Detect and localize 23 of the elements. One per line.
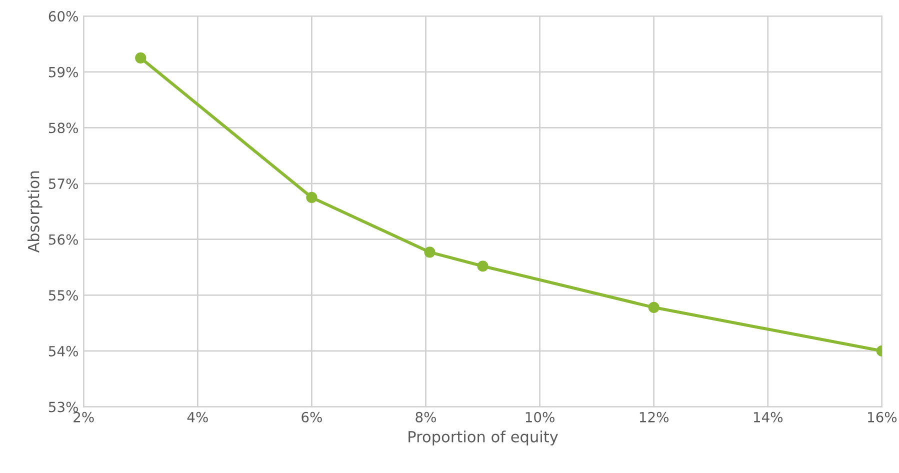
point [306,192,318,204]
x-tick-label: 10% [526,412,554,422]
y-tick-label: 56% [48,234,78,245]
y-tick-label: 59% [48,66,78,78]
point [135,52,146,64]
x-tick-label: 6% [302,412,322,422]
x-tick-label: 16% [868,412,897,422]
x-tick-label: 8% [416,412,436,422]
point [648,302,660,313]
x-tick-label: 12% [640,412,668,422]
x-tick-label: 14% [754,412,783,422]
point [424,246,436,258]
y-tick-label: 55% [48,290,78,301]
y-tick-label: 58% [48,122,78,134]
y-tick-label: 54% [48,346,78,356]
y-tick-label: 57% [48,178,78,189]
x-tick-label: 2% [74,412,94,422]
x-tick-label: 4% [187,412,208,422]
y-axis-title: Absorption [28,171,42,253]
x-axis-title: Proportion of equity [408,430,558,446]
y-tick-label: 53% [48,402,78,412]
point [477,260,488,272]
y-tick-label: 60% [48,11,78,22]
